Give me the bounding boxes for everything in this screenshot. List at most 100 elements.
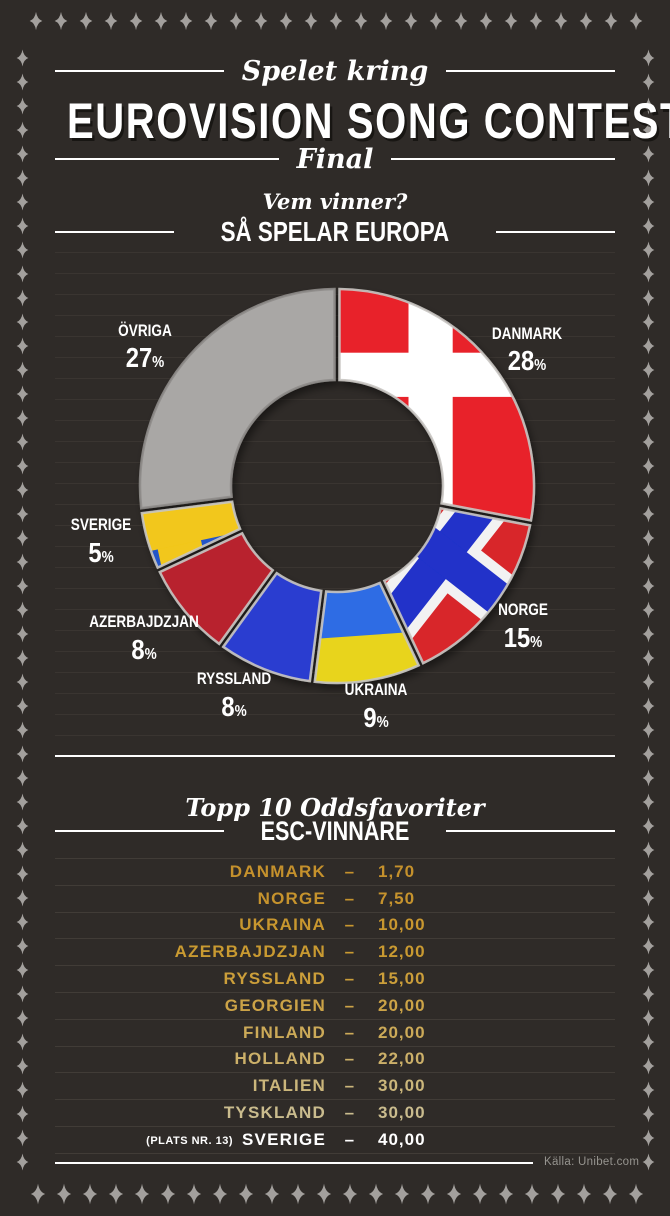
sparkle-icon bbox=[642, 985, 654, 1003]
divider-line bbox=[446, 830, 615, 832]
sparkle-icon bbox=[550, 1183, 566, 1205]
sparkle-icon bbox=[642, 1033, 654, 1051]
odds-country: UKRAINA bbox=[239, 915, 326, 935]
divider-line bbox=[55, 830, 224, 832]
odds-value: 40,00 bbox=[378, 1129, 426, 1149]
sparkle-icon bbox=[16, 721, 28, 739]
sparkle-icon bbox=[212, 1183, 228, 1205]
sparkle-icon bbox=[16, 697, 28, 715]
sparkle-icon bbox=[642, 577, 654, 595]
chart-value-ukraina: 9% bbox=[363, 702, 389, 733]
chart-value-sverige: 5% bbox=[88, 537, 114, 568]
sparkle-icon bbox=[642, 1105, 654, 1123]
sparkle-icon bbox=[628, 1183, 644, 1205]
winner-donut-chart bbox=[138, 287, 536, 685]
sparkle-icon bbox=[642, 241, 654, 259]
odds-dash: – bbox=[344, 1129, 356, 1149]
odds-dash: – bbox=[344, 995, 356, 1015]
odds-value: 1,70 bbox=[378, 861, 416, 881]
percent-sign: % bbox=[530, 634, 543, 651]
rank-note: (PLATS NR. 13) bbox=[146, 1134, 234, 1147]
sparkle-icon bbox=[642, 529, 654, 547]
odds-row-azerbajdzjan: AZERBAJDZJAN – 12,00 bbox=[55, 938, 615, 965]
sparkle-icon bbox=[472, 1183, 488, 1205]
sparkle-icon bbox=[479, 11, 493, 31]
sparkle-icon bbox=[204, 11, 218, 31]
page-title: EUROVISION SONG CONTEST bbox=[67, 93, 670, 149]
sparkle-icon bbox=[642, 865, 654, 883]
sparkle-icon bbox=[16, 169, 28, 187]
sparkle-icon bbox=[16, 577, 28, 595]
divider-line bbox=[55, 158, 279, 160]
sparkle-icon bbox=[16, 361, 28, 379]
sparkle-icon bbox=[642, 313, 654, 331]
sparkle-icon bbox=[642, 817, 654, 835]
odds-row-finland: FINLAND – 20,00 bbox=[55, 1018, 615, 1046]
sparkle-icon bbox=[504, 11, 518, 31]
sparkle-icon bbox=[54, 11, 68, 31]
odds-country: HOLLAND bbox=[234, 1049, 326, 1069]
sparkle-icon bbox=[82, 1183, 98, 1205]
sparkle-icon bbox=[429, 11, 443, 31]
sparkle-icon bbox=[16, 1153, 28, 1171]
sparkle-icon bbox=[16, 385, 28, 403]
sparkle-icon bbox=[16, 793, 28, 811]
sparkle-icon bbox=[642, 73, 654, 91]
odds-kicker: Topp 10 Oddsfavoriter bbox=[185, 793, 485, 822]
header-subtitle: Final bbox=[296, 143, 374, 175]
odds-value: 30,00 bbox=[378, 1103, 426, 1123]
chart-label-danmark: DANMARK bbox=[491, 324, 563, 343]
sparkle-icon bbox=[16, 1105, 28, 1123]
section-divider bbox=[55, 755, 615, 757]
sparkle-icon bbox=[642, 217, 654, 235]
odds-value: 30,00 bbox=[378, 1076, 426, 1096]
sparkle-icon bbox=[16, 337, 28, 355]
footer-line bbox=[55, 1162, 533, 1164]
sparkle-icon bbox=[304, 11, 318, 31]
sparkle-icon bbox=[642, 769, 654, 787]
donut-slice-ryssland bbox=[223, 573, 322, 682]
odds-value: 15,00 bbox=[378, 969, 426, 989]
odds-dash: – bbox=[344, 915, 356, 935]
sparkle-icon bbox=[16, 217, 28, 235]
sparkle-icon bbox=[108, 1183, 124, 1205]
sparkle-icon bbox=[642, 1153, 654, 1171]
odds-value: 20,00 bbox=[378, 1022, 426, 1042]
sparkle-icon bbox=[529, 11, 543, 31]
sparkle-icon bbox=[602, 1183, 618, 1205]
header-kicker-row: Spelet kring bbox=[55, 55, 615, 87]
sparkle-icon bbox=[642, 265, 654, 283]
divider-line bbox=[55, 70, 224, 72]
header-subtitle-row: Final bbox=[55, 143, 615, 175]
header-kicker: Spelet kring bbox=[241, 55, 429, 87]
chart-value-azerbajdzjan: 8% bbox=[131, 634, 157, 665]
sparkle-icon bbox=[238, 1183, 254, 1205]
sparkle-icon bbox=[16, 481, 28, 499]
sparkle-icon bbox=[160, 1183, 176, 1205]
sparkle-icon bbox=[16, 193, 28, 211]
odds-country: NORGE bbox=[257, 888, 326, 908]
odds-value: 20,00 bbox=[378, 995, 426, 1015]
sparkle-icon bbox=[16, 433, 28, 451]
sparkle-icon bbox=[446, 1183, 462, 1205]
sparkle-icon bbox=[642, 409, 654, 427]
chart-value-norge: 15% bbox=[503, 622, 543, 653]
sparkle-icon bbox=[16, 937, 28, 955]
sparkle-icon bbox=[16, 289, 28, 307]
odds-country: AZERBAJDZJAN bbox=[174, 942, 326, 962]
percent-sign: % bbox=[234, 703, 247, 720]
odds-heading: ESC-VINNARE bbox=[260, 815, 410, 846]
sparkle-icon bbox=[16, 889, 28, 907]
chart-heading-row: SÅ SPELAR EUROPA bbox=[55, 216, 615, 247]
chart-kicker: Vem vinner? bbox=[262, 189, 408, 214]
sparkle-icon bbox=[642, 1129, 654, 1147]
sparkle-icon bbox=[16, 1057, 28, 1075]
sparkle-icon bbox=[642, 193, 654, 211]
chart-kicker-row: Vem vinner? bbox=[0, 189, 670, 214]
sparkle-icon bbox=[642, 625, 654, 643]
sparkle-icon bbox=[642, 793, 654, 811]
odds-value: 12,00 bbox=[378, 942, 426, 962]
sparkle-icon bbox=[642, 337, 654, 355]
sparkle-icon bbox=[16, 1081, 28, 1099]
source-credit: Källa: Unibet.com bbox=[544, 1156, 640, 1168]
